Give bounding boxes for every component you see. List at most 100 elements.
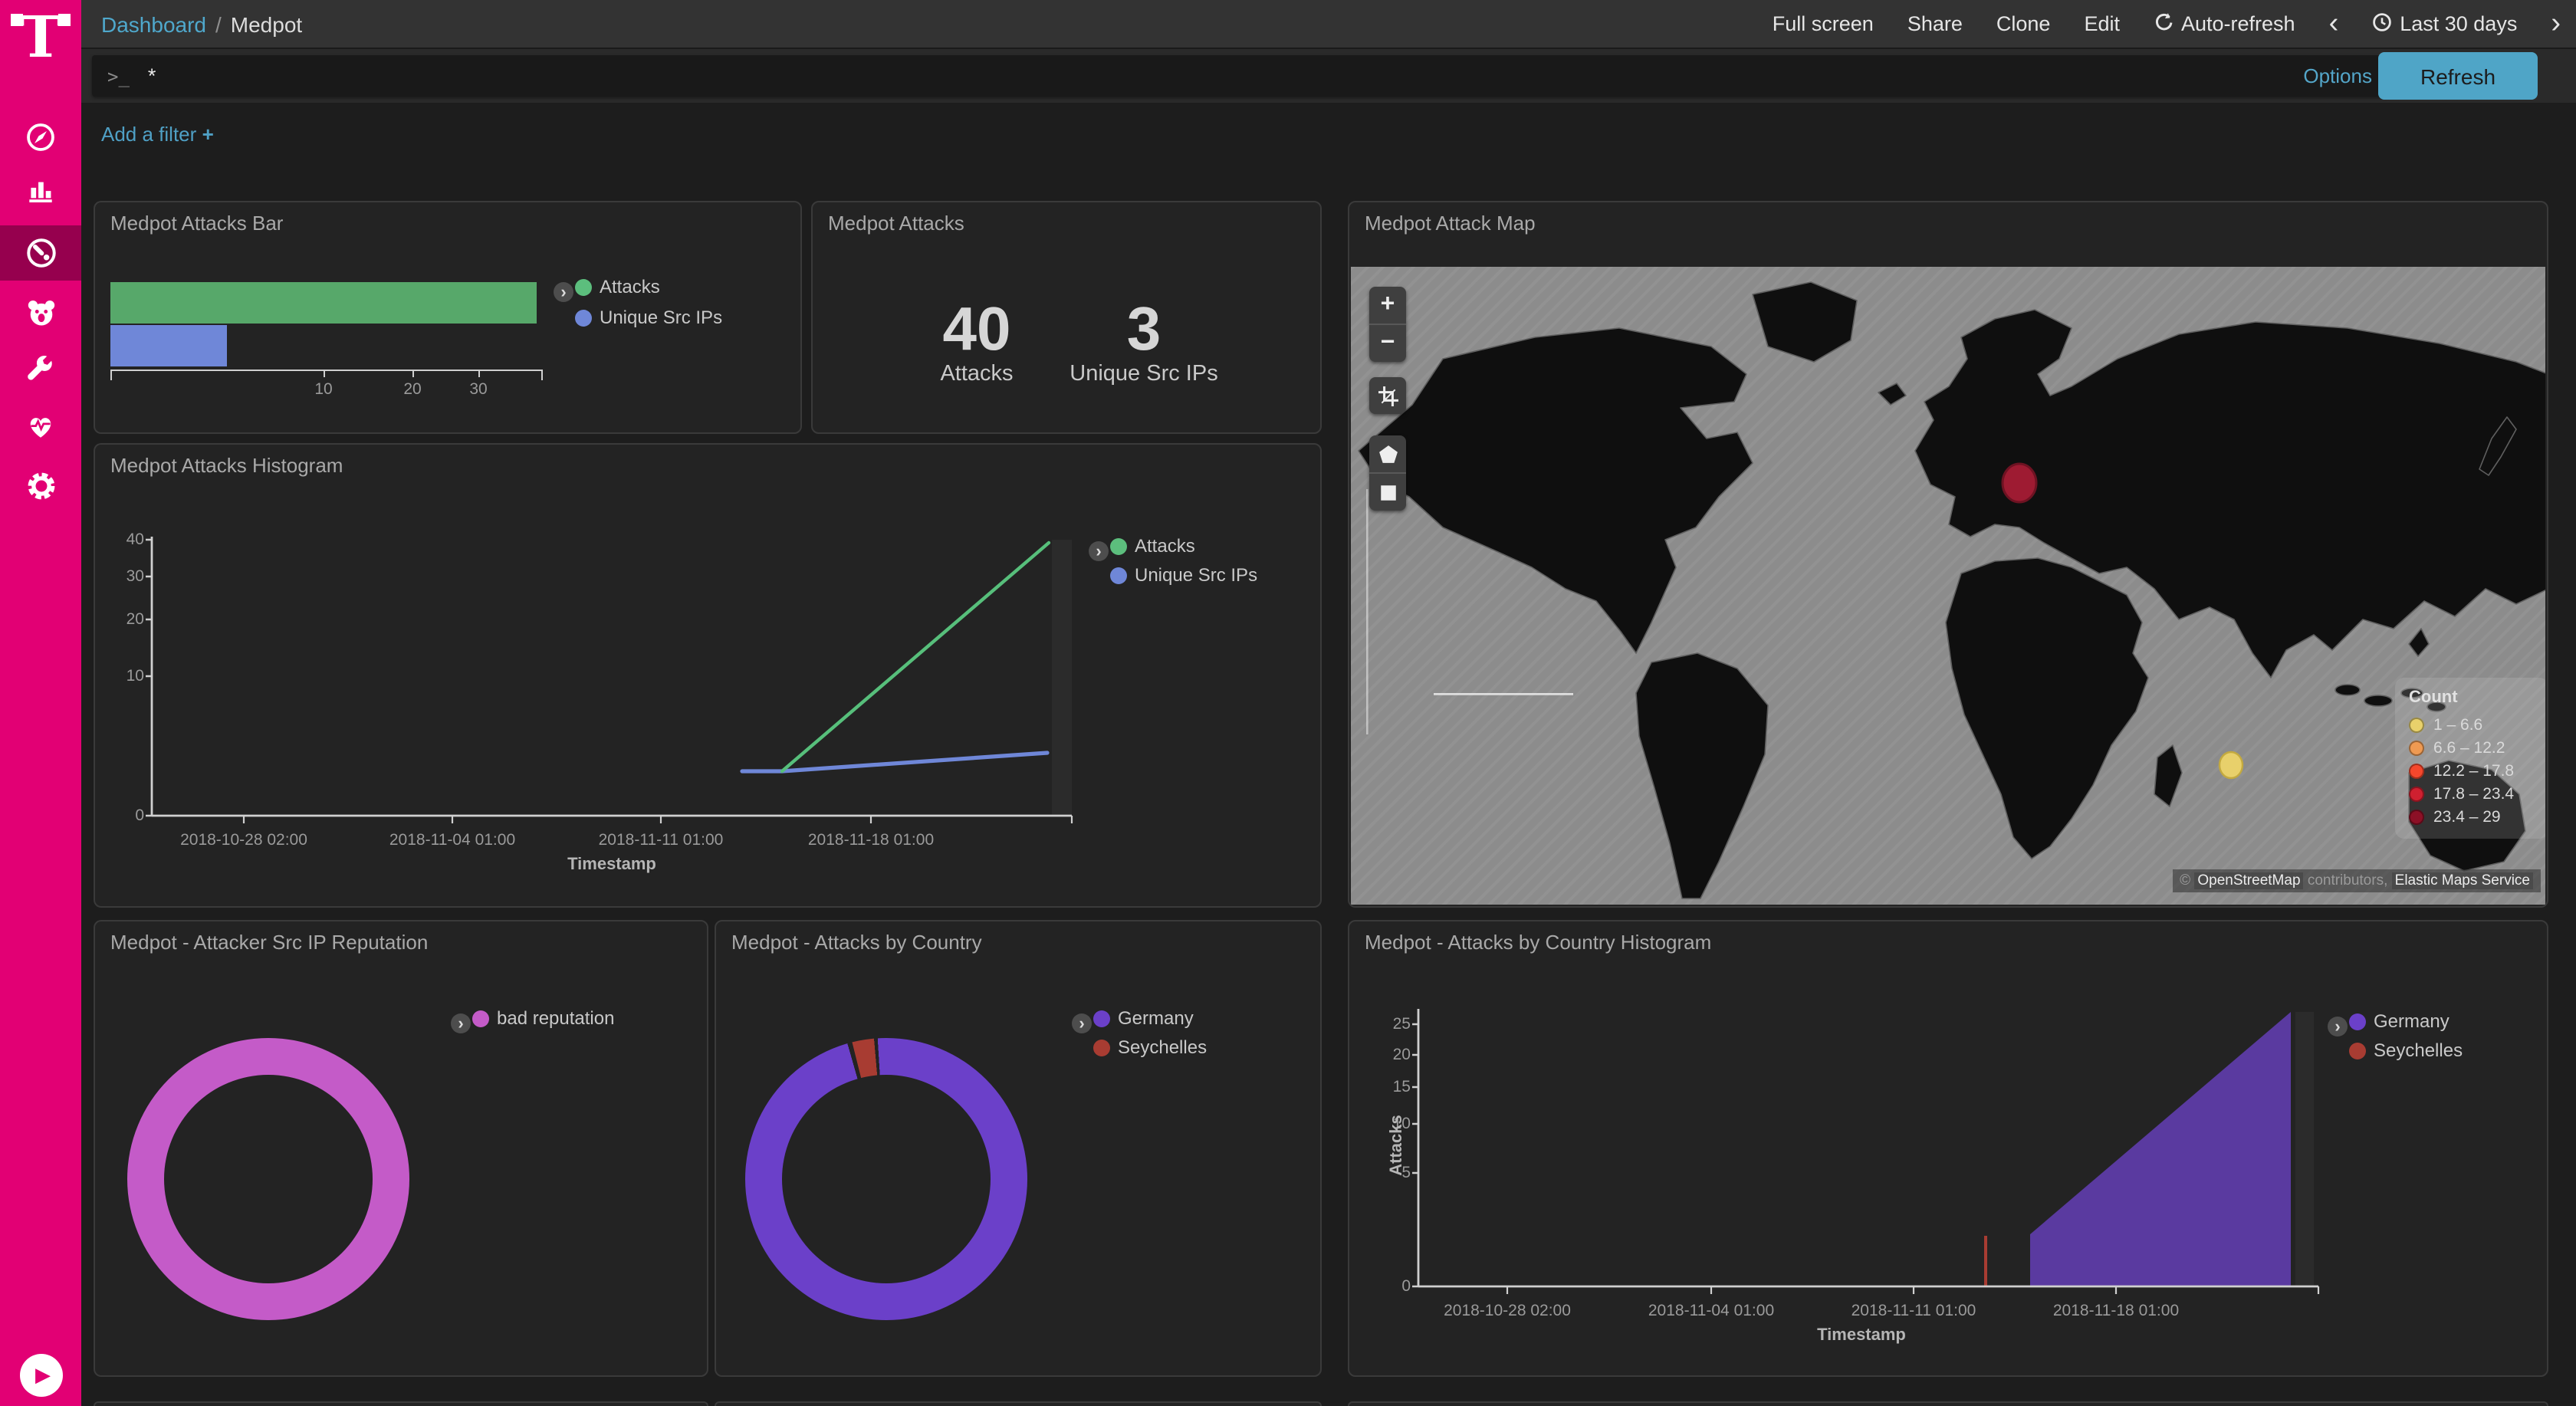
land-north-america xyxy=(1358,327,1753,654)
y-tick: 20 xyxy=(1392,1046,1411,1064)
panel-src-ip-reputation[interactable]: Medpot - Attacker Src IP Reputation › ba… xyxy=(94,920,708,1377)
add-filter-link[interactable]: Add a filter + xyxy=(101,123,214,146)
legend-toggle-icon[interactable]: › xyxy=(1072,1013,1092,1033)
time-back-button[interactable]: ‹ xyxy=(2328,7,2339,39)
land-indonesia xyxy=(2334,684,2361,696)
x-tick: 2018-11-04 01:00 xyxy=(389,831,516,849)
x-tick: 2018-10-28 02:00 xyxy=(1444,1302,1571,1320)
sidebar-item-honeypot[interactable] xyxy=(0,287,81,339)
sidebar-item-visualize[interactable] xyxy=(0,163,81,215)
telekom-logo[interactable]: T xyxy=(0,3,81,74)
panel-attacks-by-country[interactable]: Medpot - Attacks by Country › Germany Se… xyxy=(715,920,1322,1377)
map-fit-control xyxy=(1369,377,1406,414)
legend-toggle-icon[interactable]: › xyxy=(1089,541,1109,561)
panel-country-histogram[interactable]: Medpot - Attacks by Country Histogram 25… xyxy=(1348,920,2548,1377)
legend-item-germany[interactable]: Germany xyxy=(1093,1007,1194,1029)
bucket-dot xyxy=(2409,763,2424,778)
search-input[interactable] xyxy=(144,63,2292,89)
legend-dot xyxy=(575,278,592,295)
legend-dot xyxy=(2349,1013,2366,1030)
play-icon: ▶ xyxy=(35,1363,51,1386)
legend-item-germany[interactable]: Germany xyxy=(2349,1010,2450,1032)
panel-attacks-histogram[interactable]: Medpot Attacks Histogram 40 30 20 10 0 2… xyxy=(94,443,1322,908)
logo-right-square xyxy=(58,14,71,26)
legend-item-unique-src-ips[interactable]: Unique Src IPs xyxy=(575,307,722,328)
panel-title: Medpot - Attacks by Country Histogram xyxy=(1365,931,1712,954)
bar-unique-src-ips[interactable] xyxy=(110,325,227,366)
map-selection-line-h xyxy=(1434,693,1573,695)
query-options-link[interactable]: Options xyxy=(2303,64,2372,87)
edit-button[interactable]: Edit xyxy=(2084,12,2120,35)
rectangle-icon[interactable] xyxy=(1369,472,1406,511)
partial-bucket-zone xyxy=(2295,1012,2314,1286)
legend-item-unique-src-ips[interactable]: Unique Src IPs xyxy=(1110,564,1257,586)
zoom-out-button[interactable]: − xyxy=(1369,324,1406,362)
share-button[interactable]: Share xyxy=(1907,12,1963,35)
land-greenland xyxy=(1752,281,1858,363)
sidebar-item-discover[interactable] xyxy=(0,110,81,163)
breadcrumb: Dashboard / Medpot xyxy=(101,0,302,48)
y-tick: 40 xyxy=(126,531,144,549)
time-range-button[interactable]: Last 30 days xyxy=(2372,11,2517,36)
wrench-icon xyxy=(25,353,57,386)
time-forward-button[interactable]: › xyxy=(2551,7,2561,39)
bucket-dot xyxy=(2409,740,2424,755)
x-axis xyxy=(110,370,543,372)
zoom-in-button[interactable]: + xyxy=(1380,291,1395,317)
legend-item-seychelles[interactable]: Seychelles xyxy=(1093,1036,1207,1058)
legend-toggle-icon[interactable]: › xyxy=(2328,1017,2348,1036)
map-marker-seychelles[interactable] xyxy=(2218,751,2244,780)
legend-bucket: 1 – 6.6 xyxy=(2409,713,2535,736)
auto-refresh-button[interactable]: Auto-refresh xyxy=(2154,11,2295,36)
gear-icon xyxy=(24,469,58,503)
plus-icon: + xyxy=(202,123,214,146)
donut-reputation[interactable] xyxy=(127,1038,409,1320)
panel-attacks-bar[interactable]: Medpot Attacks Bar 10 20 30 › Attacks xyxy=(94,201,802,434)
legend-item-attacks[interactable]: Attacks xyxy=(575,276,660,297)
y-tick: 30 xyxy=(126,567,144,586)
legend-toggle-icon[interactable]: › xyxy=(451,1013,471,1033)
y-tick: 0 xyxy=(135,806,144,825)
sidebar-item-devtools[interactable] xyxy=(0,343,81,396)
x-tick: 2018-11-18 01:00 xyxy=(2052,1302,2180,1320)
legend-bucket: 6.6 – 12.2 xyxy=(2409,736,2535,759)
series-bar-seychelles[interactable] xyxy=(1984,1236,1987,1286)
search-input-container[interactable]: >_ Options xyxy=(92,55,2387,97)
ems-link[interactable]: Elastic Maps Service xyxy=(2391,872,2533,889)
dashboard-grid: Medpot Attacks Bar 10 20 30 › Attacks xyxy=(81,169,2576,1406)
world-map[interactable]: + − xyxy=(1351,267,2545,905)
compass-icon xyxy=(25,120,57,153)
panel-attacks-metric[interactable]: Medpot Attacks 40 Attacks 3 Unique Src I… xyxy=(811,201,1322,434)
bar-attacks[interactable] xyxy=(110,282,537,324)
breadcrumb-dashboard-link[interactable]: Dashboard xyxy=(101,11,206,36)
logo-letter: T xyxy=(19,3,62,71)
y-tick: 0 xyxy=(1401,1277,1411,1296)
area-chart-svg xyxy=(1412,1009,2320,1294)
panel-attack-map[interactable]: Medpot Attack Map xyxy=(1348,201,2548,908)
legend-title: Count xyxy=(2409,688,2458,707)
donut-country[interactable] xyxy=(745,1038,1027,1320)
sidebar-item-management[interactable] xyxy=(0,460,81,512)
sidebar-item-monitoring[interactable] xyxy=(0,399,81,451)
series-line-unique-src-ips[interactable] xyxy=(740,751,1050,774)
land-australia xyxy=(2408,760,2526,872)
legend-item-seychelles[interactable]: Seychelles xyxy=(2349,1040,2463,1061)
land-madagascar xyxy=(2154,744,2183,807)
refresh-button[interactable]: Refresh xyxy=(2378,52,2538,100)
legend-item-attacks[interactable]: Attacks xyxy=(1110,535,1195,557)
sidebar-play-button[interactable]: ▶ xyxy=(0,1354,81,1397)
sidebar-item-dashboard[interactable] xyxy=(0,225,81,281)
clone-button[interactable]: Clone xyxy=(1996,12,2051,35)
series-area-germany[interactable] xyxy=(2030,1012,2291,1286)
series-line-attacks[interactable] xyxy=(780,540,1051,774)
osm-link[interactable]: OpenStreetMap xyxy=(2194,872,2304,889)
legend-item-bad-reputation[interactable]: bad reputation xyxy=(472,1007,614,1029)
app-sidebar: T xyxy=(0,0,81,1406)
crop-icon[interactable] xyxy=(1369,377,1406,414)
map-marker-germany[interactable] xyxy=(2001,462,2038,504)
x-tick: 2018-11-04 01:00 xyxy=(1648,1302,1775,1320)
full-screen-button[interactable]: Full screen xyxy=(1772,12,1874,35)
polygon-icon[interactable] xyxy=(1369,435,1406,472)
metric-value: 3 xyxy=(1126,296,1162,363)
legend-toggle-icon[interactable]: › xyxy=(554,282,573,302)
